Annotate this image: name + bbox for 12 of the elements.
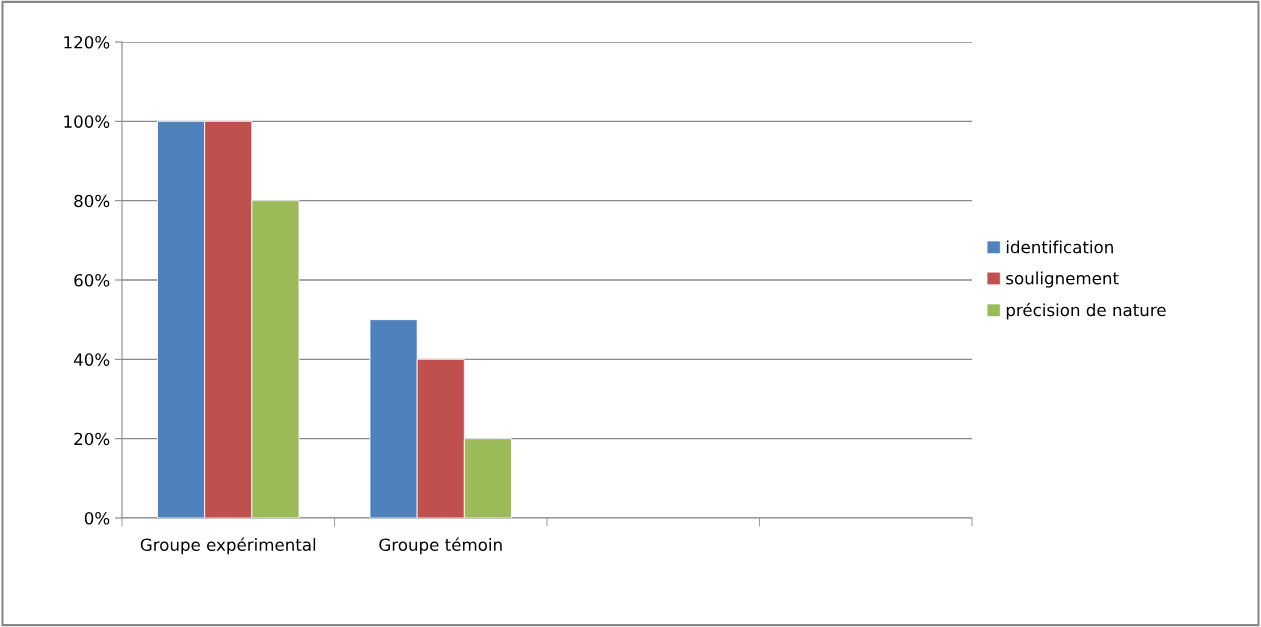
y-tick-label: 20% [74,432,110,446]
y-tick-label: 100% [64,115,110,128]
y-tick-label: 80% [74,194,110,208]
legend-label: identification [1006,240,1113,254]
y-tick-label: 0% [84,511,110,525]
legend-label: soulignement [1006,271,1119,288]
y-tick-label: 120% [64,35,110,49]
y-tick-label: 40% [73,353,110,366]
x-tick-label: Groupe témoin [379,537,502,555]
y-tick-label: 60% [74,273,110,287]
legend-label: précision de nature [1006,302,1166,320]
x-tick-label: Groupe expérimental [140,537,316,555]
